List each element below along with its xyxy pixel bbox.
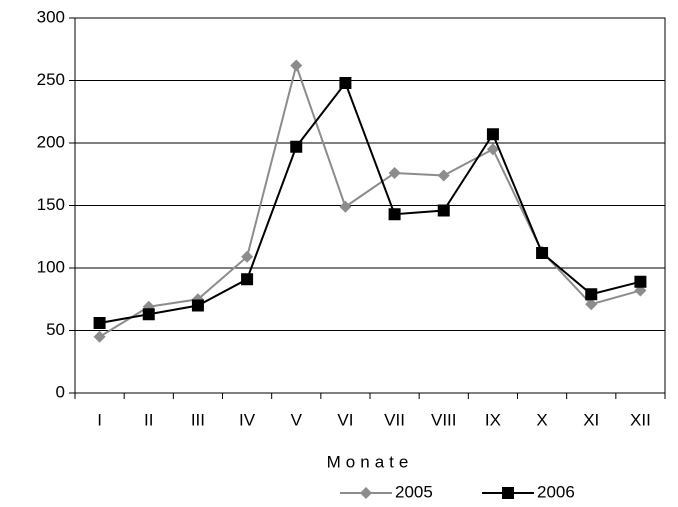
data-point: [339, 200, 352, 213]
y-tick-label: 50: [46, 320, 65, 339]
series-line: [99, 80, 641, 324]
data-point: [585, 298, 598, 311]
data-point: [437, 204, 450, 217]
x-tick-label: IX: [485, 410, 501, 429]
data-point: [437, 169, 450, 182]
data-point: [634, 275, 647, 288]
x-axis-title: Monate: [327, 452, 414, 471]
y-tick-label: 0: [56, 382, 65, 401]
legend-marker: [360, 487, 372, 499]
x-tick-label: II: [144, 410, 153, 429]
series-line: [99, 62, 641, 338]
x-tick-label: XII: [630, 410, 651, 429]
data-point: [290, 59, 303, 72]
legend-marker: [502, 487, 514, 499]
data-point: [388, 208, 401, 221]
data-point: [290, 140, 303, 153]
data-point: [241, 250, 254, 263]
data-point: [142, 308, 155, 321]
data-point: [241, 273, 254, 286]
x-tick-label: VII: [384, 410, 405, 429]
x-tick-label: X: [536, 410, 547, 429]
data-point: [388, 167, 401, 179]
x-tick-label: IV: [239, 410, 256, 429]
data-point: [191, 299, 204, 312]
y-tick-label: 150: [37, 195, 65, 214]
x-tick-label: VI: [337, 410, 353, 429]
y-tick-label: 250: [37, 70, 65, 89]
data-point: [339, 77, 352, 89]
data-point: [93, 330, 106, 343]
legend-label: 2006: [537, 482, 575, 501]
x-tick-label: I: [97, 410, 102, 429]
data-point: [93, 317, 106, 329]
y-tick-label: 100: [37, 257, 65, 276]
y-tick-label: 200: [37, 132, 65, 151]
data-point: [585, 288, 598, 301]
data-point: [486, 128, 499, 141]
data-point: [536, 247, 549, 259]
legend-label: 2005: [395, 482, 433, 501]
x-tick-label: XI: [583, 410, 599, 429]
y-tick-label: 300: [37, 7, 65, 26]
x-tick-label: VIII: [431, 410, 457, 429]
data-point: [486, 143, 499, 156]
x-tick-label: III: [191, 410, 205, 429]
x-tick-label: V: [291, 410, 303, 429]
